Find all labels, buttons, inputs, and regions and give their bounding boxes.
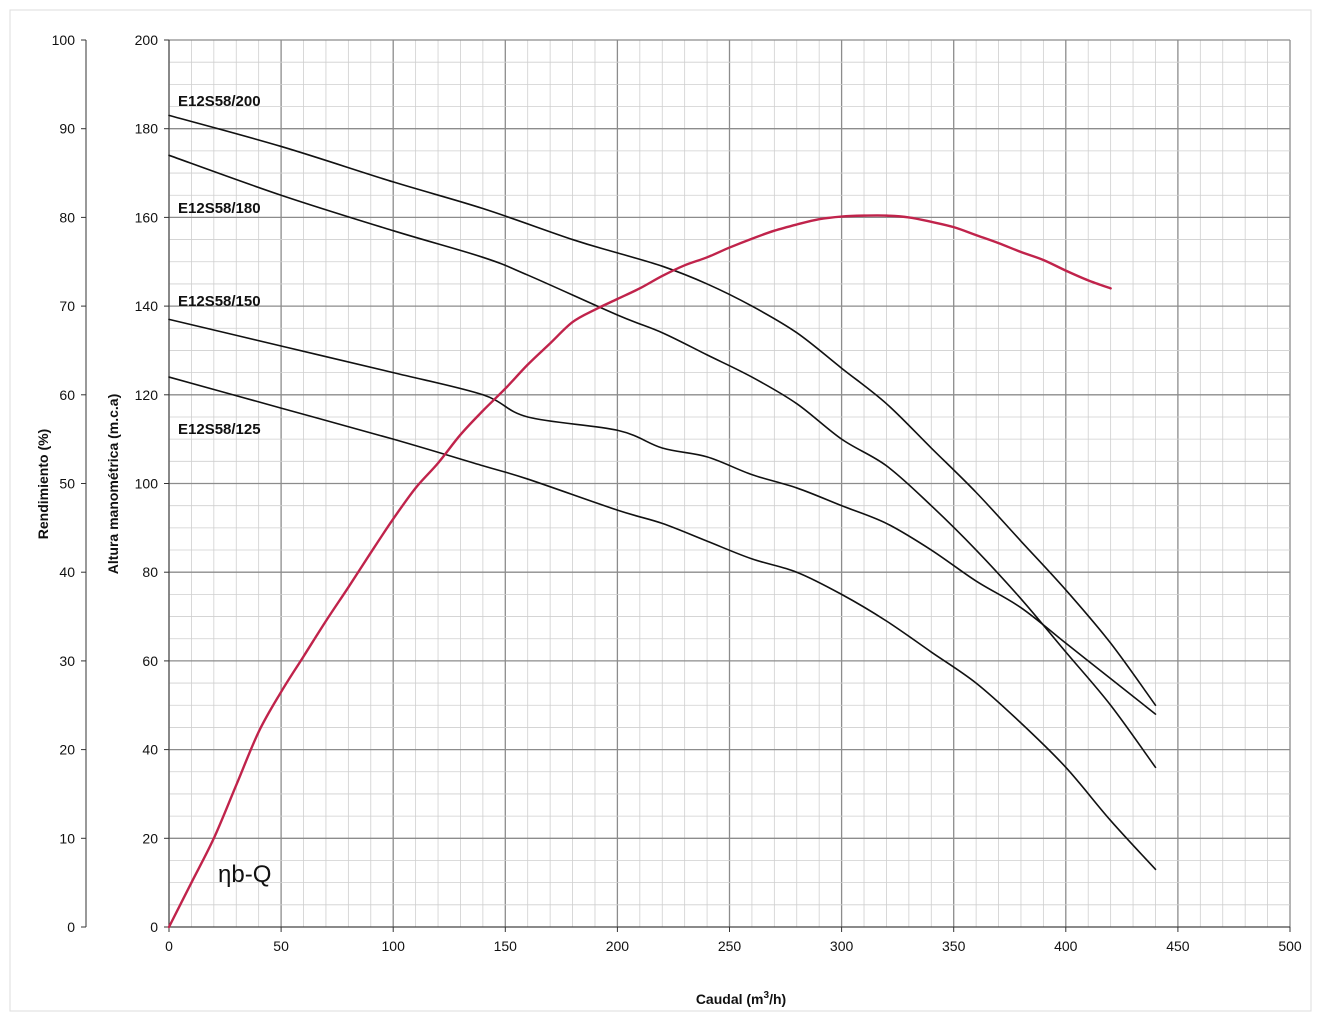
series-line-e12s58-180 — [168, 154, 1157, 769]
series-label-e12s58-150: E12S58/150 — [178, 293, 261, 310]
series-line-e12s58-200 — [168, 114, 1157, 707]
x-axis-title-sup: 3 — [764, 990, 770, 1001]
y-tick-label: 40 — [142, 742, 158, 758]
y-tick-label: 140 — [135, 298, 159, 314]
y2-tick-label: 100 — [52, 32, 76, 48]
grid — [168, 39, 1291, 928]
y-tick-label: 100 — [135, 476, 159, 492]
y2-tick-label: 10 — [59, 830, 75, 846]
y2-axis-title: Rendimiento (%) — [35, 429, 51, 539]
axes: 0 50 100 150 200 250 300 350 400 450 5000204060801… — [52, 32, 1302, 954]
x-tick-label: 450 — [1166, 938, 1190, 954]
x-tick-label: 300 — [830, 938, 854, 954]
y-tick-label: 60 — [142, 653, 158, 669]
y-tick-label: 0 — [150, 919, 158, 935]
series-label-e12s58-125: E12S58/125 — [178, 421, 261, 438]
x-axis-title: Caudal (m3/h) — [696, 990, 786, 1007]
y-axis-title: Altura manométrica (m.c.a) — [105, 394, 121, 575]
x-tick-label: 150 — [494, 938, 518, 954]
labels: E12S58/200 E12S58/180 E12S58/150 E12S58/… — [35, 93, 786, 1007]
x-tick-label: 200 — [606, 938, 630, 954]
series-line-efficiency — [167, 214, 1112, 929]
y-tick-label: 120 — [135, 387, 159, 403]
y2-tick-label: 80 — [59, 209, 75, 225]
y2-tick-label: 0 — [67, 919, 75, 935]
x-tick-label: 100 — [382, 938, 406, 954]
y-tick-label: 160 — [135, 209, 159, 225]
y-tick-label: 20 — [142, 830, 158, 846]
y-tick-label: 200 — [135, 32, 159, 48]
chart-border — [9, 9, 1312, 1012]
x-tick-label: 500 — [1278, 938, 1302, 954]
y2-tick-label: 90 — [59, 121, 75, 137]
y-tick-label: 80 — [142, 564, 158, 580]
series-label-e12s58-180: E12S58/180 — [178, 200, 261, 217]
y2-tick-label: 70 — [59, 298, 75, 314]
y2-tick-label: 20 — [59, 742, 75, 758]
y2-tick-label: 60 — [59, 387, 75, 403]
series-label-e12s58-200: E12S58/200 — [178, 93, 261, 110]
efficiency-label: ηb-Q — [218, 861, 271, 888]
series — [167, 114, 1157, 929]
x-tick-label: 0 — [165, 938, 173, 954]
x-axis-title-tail: /h) — [769, 991, 786, 1007]
series-line-e12s58-150 — [168, 318, 1157, 715]
x-tick-label: 50 — [273, 938, 289, 954]
x-tick-label: 400 — [1054, 938, 1078, 954]
y2-tick-label: 50 — [59, 476, 75, 492]
series-line-e12s58-125 — [168, 376, 1157, 871]
x-axis-title-main: Caudal (m — [696, 991, 764, 1007]
x-tick-label: 350 — [942, 938, 966, 954]
y-tick-label: 180 — [135, 121, 159, 137]
y2-tick-label: 30 — [59, 653, 75, 669]
x-tick-label: 250 — [718, 938, 742, 954]
y2-tick-label: 40 — [59, 564, 75, 580]
